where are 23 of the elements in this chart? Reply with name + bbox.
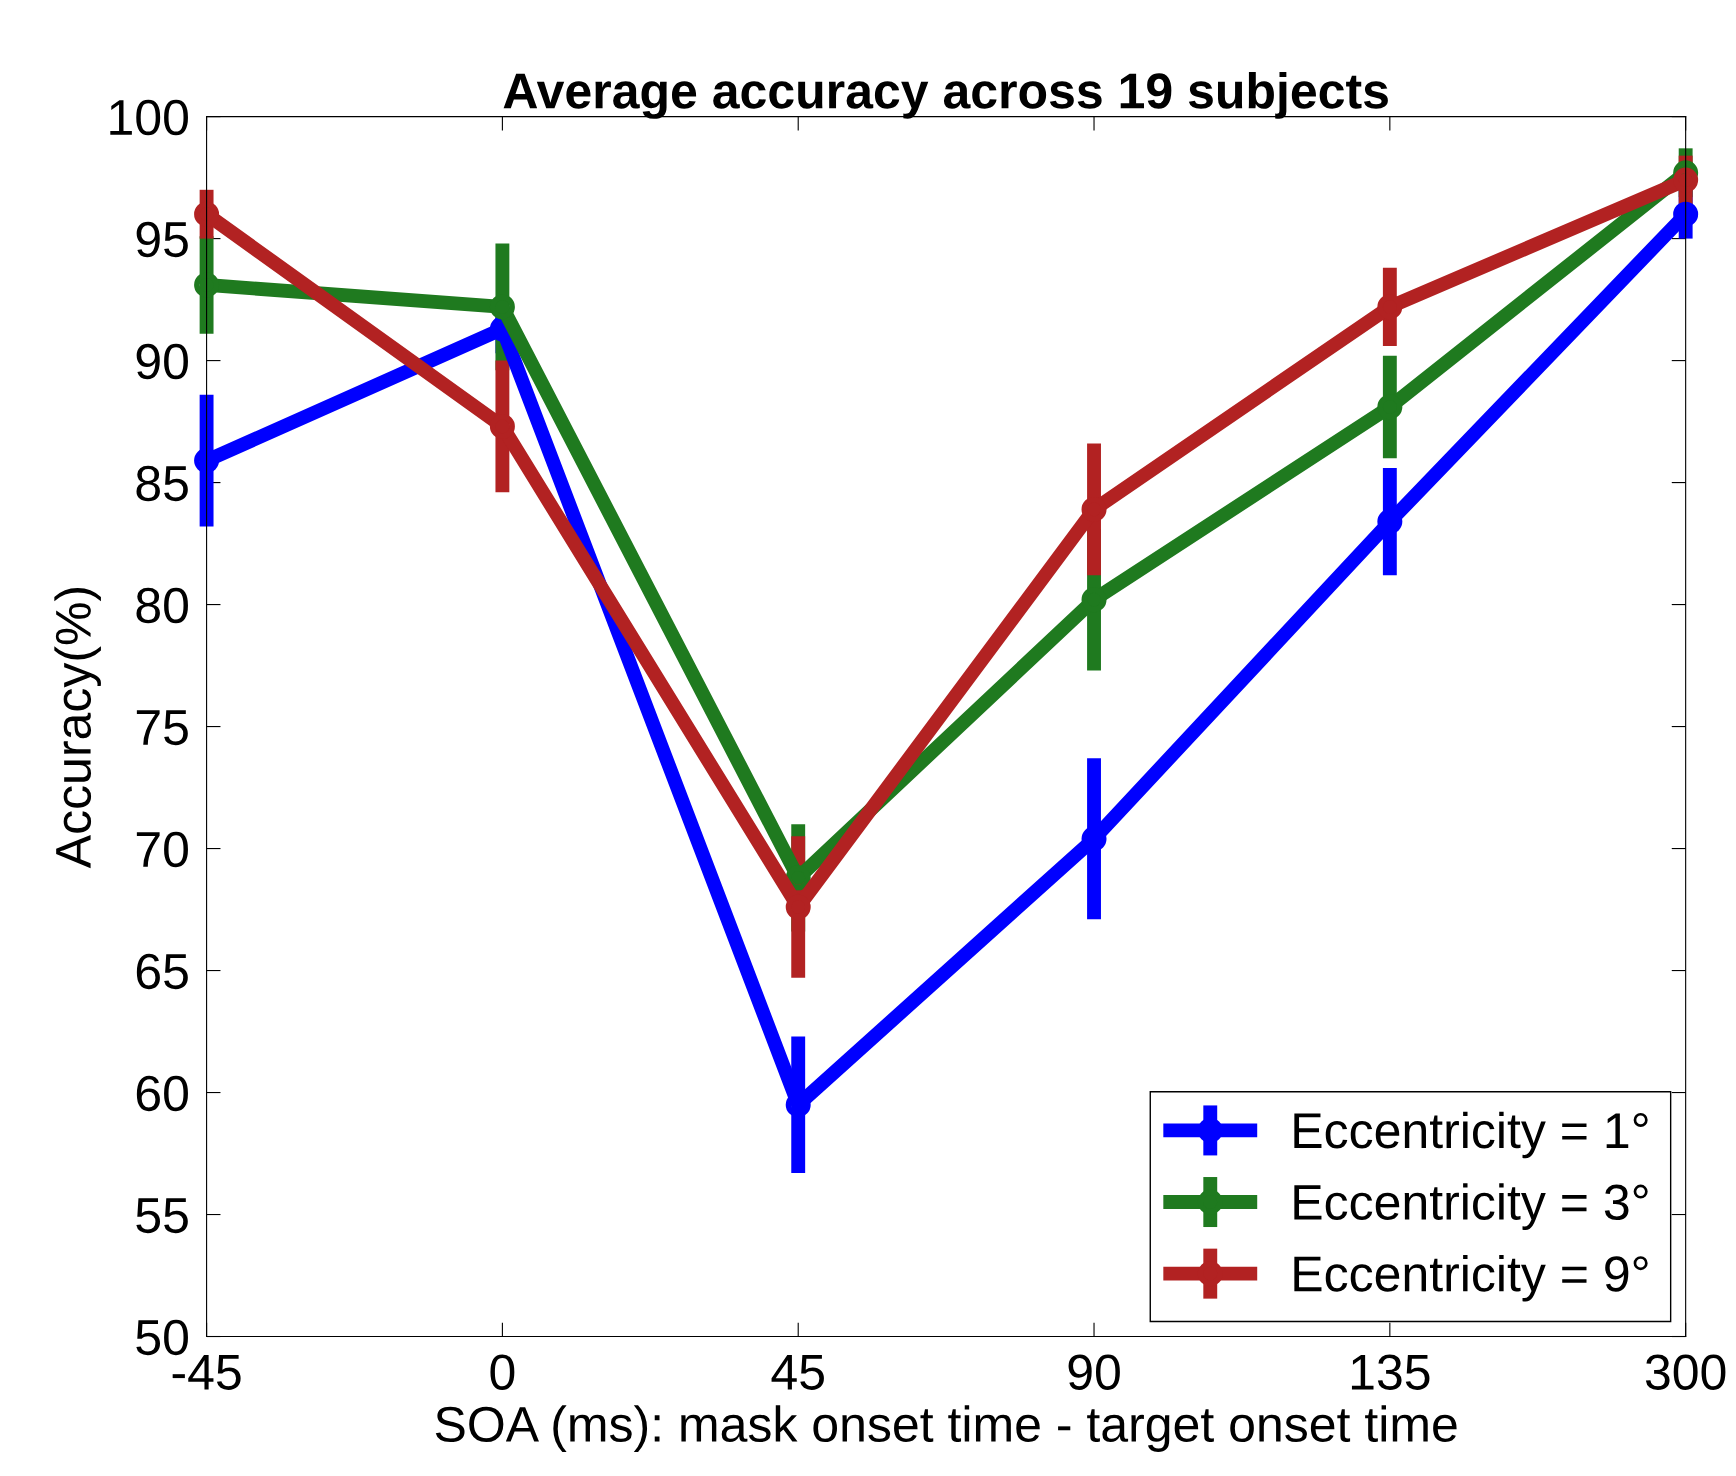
- legend-label: Eccentricity = 1°: [1294, 1111, 1648, 1159]
- y-tick-label: 75: [136, 710, 188, 746]
- x-tick-label: 135: [1351, 1354, 1430, 1390]
- y-tick-label: 70: [136, 831, 188, 868]
- y-tick-label: 85: [136, 465, 188, 502]
- x-tick-label: -45: [172, 1355, 241, 1390]
- x-tick-label: 300: [1645, 1354, 1726, 1390]
- chart-title: Average accuracy across 19 subjects: [503, 72, 1388, 119]
- legend-label: Eccentricity = 3°: [1294, 1183, 1648, 1230]
- x-tick-label: 90: [1068, 1354, 1120, 1390]
- legend-label: Eccentricity = 9°: [1294, 1254, 1648, 1302]
- x-axis-title: SOA (ms): mask onset time - target onset time: [435, 1405, 1457, 1452]
- y-tick-label: 95: [136, 221, 188, 258]
- y-tick-label: 80: [136, 587, 188, 624]
- y-tick-label: 55: [136, 1198, 188, 1234]
- y-tick-label: 50: [136, 1319, 188, 1356]
- x-tick-label: 0: [490, 1354, 515, 1390]
- y-tick-label: 90: [136, 343, 188, 380]
- y-tick-label: 65: [136, 953, 188, 990]
- y-tick-label: 60: [136, 1075, 188, 1112]
- x-tick-label: 45: [771, 1355, 824, 1390]
- y-tick-label: 100: [110, 99, 188, 136]
- y-axis-title: Accuracy(%): [54, 587, 101, 869]
